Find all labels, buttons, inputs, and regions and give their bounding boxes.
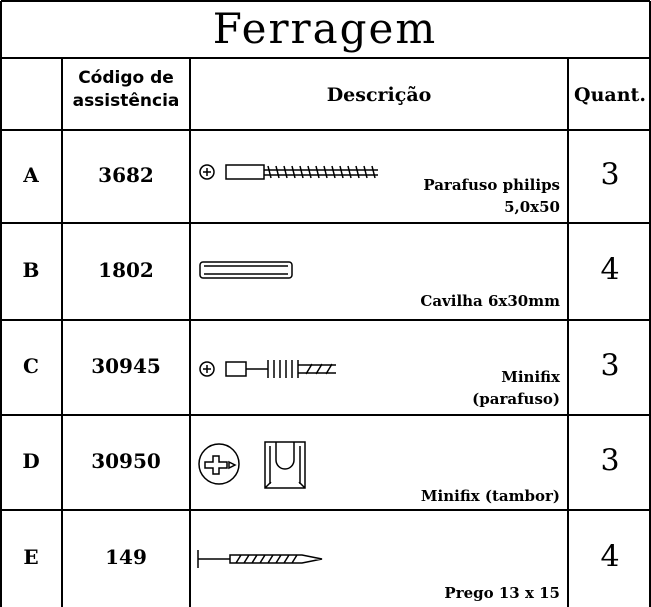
row-description: Parafuso philips (423, 176, 560, 194)
row-code: 3682 (98, 163, 154, 187)
icon-minifix-cam (198, 441, 306, 489)
row-code: 30945 (91, 354, 161, 378)
icon-screw (199, 164, 378, 180)
row-id: C (23, 354, 39, 378)
row-code: 149 (105, 545, 147, 569)
header-description: Descrição (327, 84, 432, 106)
row-quantity: 3 (600, 349, 619, 384)
header-code: Código de (78, 68, 174, 88)
row-quantity: 4 (600, 540, 619, 575)
table-rows: A 3682 Parafuso philips 5,0x50 3 B 1802 Cavilha… (22, 158, 619, 603)
row-quantity: 4 (600, 253, 619, 288)
row-id: E (23, 545, 38, 569)
title: Ferragem (213, 4, 437, 53)
row-id: D (22, 449, 39, 473)
row-id: A (22, 163, 39, 187)
row-quantity: 3 (600, 444, 619, 479)
row-description: Minifix (tambor) (421, 487, 560, 505)
header-code: assistência (73, 91, 180, 111)
icon-dowel (199, 261, 293, 279)
row-id: B (23, 258, 40, 282)
row-code: 1802 (98, 258, 154, 282)
row-quantity: 3 (600, 158, 619, 193)
header-quantity: Quant. (574, 84, 646, 106)
row-description: Cavilha 6x30mm (420, 292, 560, 310)
icon-nail (197, 550, 323, 568)
row-description: Prego 13 x 15 (444, 584, 560, 602)
row-description: (parafuso) (472, 390, 560, 408)
row-description: Minifix (501, 368, 561, 386)
row-code: 30950 (91, 449, 161, 473)
row-description: 5,0x50 (504, 198, 560, 216)
icon-minifix-screw (199, 360, 336, 378)
